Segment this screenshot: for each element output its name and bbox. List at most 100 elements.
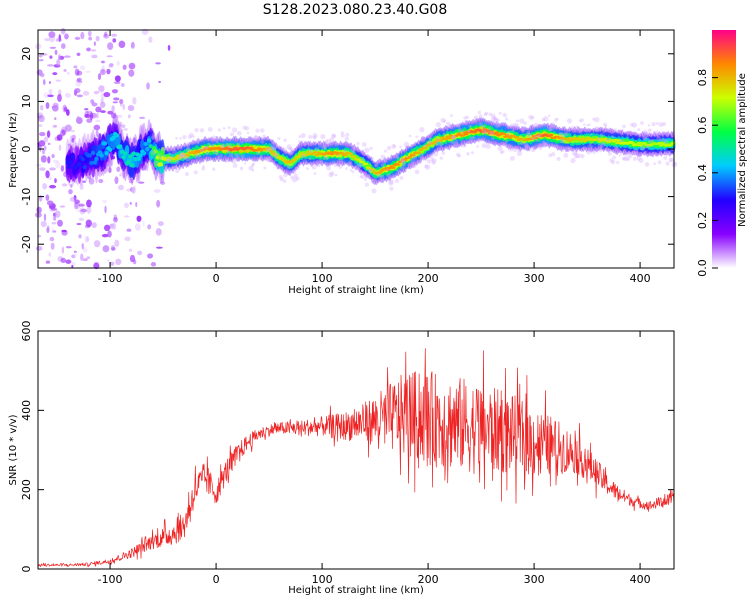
ridge-cell	[391, 166, 396, 169]
noise-speck	[106, 68, 111, 75]
halo-speck	[424, 164, 429, 169]
halo-speck	[463, 116, 467, 120]
noise-speck	[137, 250, 143, 256]
noise-speck	[118, 40, 126, 49]
noise-speck	[60, 129, 66, 137]
halo-speck	[199, 128, 205, 133]
noise-speck	[128, 69, 135, 77]
noise-speck	[55, 38, 63, 42]
halo-speck	[150, 135, 155, 140]
x-tick-label: 400	[630, 573, 651, 586]
halo-speck	[267, 157, 272, 162]
halo-speck	[593, 127, 600, 133]
noise-speck	[119, 99, 124, 105]
spectrogram-y-label: Frequency (Hz)	[8, 112, 19, 188]
halo-speck	[348, 161, 353, 166]
halo-speck	[331, 133, 336, 139]
halo-speck	[542, 142, 546, 146]
halo-speck	[185, 142, 189, 146]
noise-speck	[98, 85, 105, 93]
halo-speck	[399, 176, 404, 180]
halo-speck	[344, 136, 350, 142]
halo-speck	[298, 135, 302, 139]
ridge-cell	[352, 155, 357, 159]
halo-speck	[461, 130, 465, 133]
halo-speck	[493, 116, 498, 121]
halo-speck	[509, 155, 515, 161]
ridge-cell	[438, 139, 443, 142]
noise-speck	[132, 137, 137, 144]
noise-speck	[95, 129, 99, 137]
halo-speck	[409, 143, 413, 148]
halo-speck	[302, 159, 307, 164]
halo-speck	[174, 159, 180, 165]
halo-speck	[488, 130, 495, 137]
noise-speck	[54, 210, 61, 218]
halo-speck	[222, 138, 226, 142]
noise-speck	[71, 262, 76, 266]
noise-speck	[88, 177, 95, 185]
ridge-cell	[313, 151, 318, 154]
halo-speck	[383, 149, 387, 153]
halo-speck	[215, 140, 219, 144]
halo-speck	[336, 154, 340, 158]
snr-panel: -100 0 100 200 300 400 0 200 400 600 Height of st…	[8, 321, 675, 596]
noise-speck	[47, 94, 54, 98]
noise-speck	[114, 239, 120, 248]
ridge-cell	[160, 146, 165, 158]
halo-speck	[349, 168, 352, 172]
ridge-cell	[107, 147, 113, 152]
halo-speck	[453, 141, 459, 147]
noise-speck	[138, 181, 145, 184]
halo-speck	[153, 160, 159, 166]
halo-speck	[225, 142, 229, 147]
halo-speck	[655, 122, 659, 125]
halo-speck	[499, 151, 503, 155]
noise-speck	[131, 186, 136, 194]
halo-speck	[151, 135, 157, 141]
noise-speck	[91, 222, 97, 229]
noise-speck	[46, 227, 50, 233]
halo-speck	[447, 146, 451, 150]
halo-speck	[228, 144, 233, 149]
noise-speck	[58, 34, 62, 42]
ridge-cell	[408, 155, 413, 158]
halo-speck	[648, 138, 653, 144]
noise-speck	[103, 224, 111, 232]
ridge-cell	[116, 134, 121, 146]
ridge-cell	[114, 133, 120, 138]
halo-speck	[592, 151, 596, 155]
noise-speck	[111, 89, 118, 94]
halo-speck	[374, 164, 378, 168]
halo-speck	[175, 136, 178, 140]
noise-speck	[49, 167, 56, 171]
noise-speck	[38, 124, 43, 127]
halo-speck	[305, 167, 310, 171]
halo-speck	[597, 137, 601, 141]
halo-speck	[325, 139, 331, 144]
noise-speck	[114, 176, 119, 185]
noise-speck	[35, 246, 43, 251]
halo-speck	[185, 146, 192, 152]
halo-speck	[429, 154, 434, 160]
halo-speck	[505, 139, 508, 143]
halo-speck	[521, 128, 525, 133]
halo-speck	[570, 157, 576, 164]
halo-speck	[512, 122, 517, 127]
halo-speck	[419, 153, 424, 159]
colorbar-tick-label: 0.6	[696, 116, 709, 134]
halo-speck	[431, 160, 436, 165]
halo-speck	[221, 144, 225, 148]
halo-speck	[439, 156, 444, 160]
ridge-cell	[657, 141, 662, 145]
halo-speck	[196, 157, 200, 161]
halo-speck	[530, 137, 535, 141]
halo-speck	[159, 177, 165, 183]
noise-speck	[47, 156, 51, 164]
halo-speck	[335, 142, 340, 147]
halo-speck	[433, 151, 439, 157]
halo-speck	[283, 173, 288, 178]
halo-speck	[243, 162, 247, 165]
halo-speck	[533, 134, 538, 139]
